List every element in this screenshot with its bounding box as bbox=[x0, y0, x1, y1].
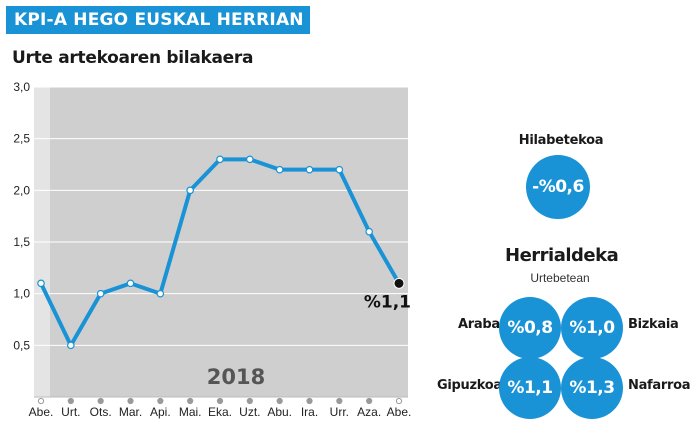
regions-subtitle: Urtebetean bbox=[530, 271, 590, 285]
y-tick-label: 1,0 bbox=[13, 287, 30, 301]
data-point-last bbox=[393, 277, 405, 289]
region-name-nafarroa: Nafarroa bbox=[628, 378, 691, 393]
data-point bbox=[156, 289, 165, 298]
x-tick-label: Aza. bbox=[357, 405, 381, 419]
x-tick-label: Uzt. bbox=[239, 405, 260, 419]
data-point bbox=[96, 289, 105, 298]
data-point bbox=[246, 155, 254, 164]
x-tick-label: Ots. bbox=[90, 405, 112, 419]
y-tick-label: 0,5 bbox=[13, 338, 30, 352]
x-tick-label: Api. bbox=[150, 405, 171, 419]
y-tick-label: 3,0 bbox=[13, 80, 30, 94]
x-tick-dot bbox=[216, 397, 224, 405]
x-tick-dot bbox=[246, 397, 253, 405]
data-point bbox=[67, 341, 75, 350]
banner-title: KPI-A HEGO EUSKAL HERRIAN bbox=[6, 6, 310, 34]
x-tick-label: Mar. bbox=[119, 405, 142, 419]
region-value-bizkaia: %1,0 bbox=[561, 297, 623, 359]
data-point bbox=[126, 279, 135, 288]
data-point bbox=[275, 165, 284, 174]
x-tick-label: Urt. bbox=[61, 405, 80, 419]
x-tick-label: Eka. bbox=[208, 405, 232, 419]
x-tick-dot bbox=[127, 397, 134, 405]
data-point bbox=[216, 155, 224, 164]
x-tick-dot bbox=[366, 397, 373, 405]
data-point bbox=[305, 165, 314, 174]
region-value-gipuzkoa: %1,1 bbox=[499, 357, 561, 419]
x-tick-label: Urr. bbox=[330, 405, 349, 419]
chart-title: Urte artekoaren bilakaera bbox=[12, 48, 254, 68]
data-point bbox=[365, 227, 373, 236]
data-point bbox=[186, 186, 194, 195]
end-value-label: %1,1 bbox=[364, 292, 411, 312]
x-tick-dot bbox=[187, 397, 194, 405]
x-tick-label: Ira. bbox=[301, 405, 318, 419]
region-name-bizkaia: Bizkaia bbox=[628, 317, 679, 332]
regions-title: Herrialdeka bbox=[505, 245, 619, 266]
region-value-araba: %0,8 bbox=[499, 297, 561, 359]
x-tick-dot bbox=[306, 397, 313, 405]
x-tick-dot bbox=[276, 397, 283, 405]
monthly-title: Hilabetekoa bbox=[518, 133, 604, 148]
x-tick-dot bbox=[37, 397, 45, 405]
x-tick-label: Abu. bbox=[267, 405, 292, 419]
x-tick-label: Abe. bbox=[387, 405, 412, 419]
region-name-araba: Araba bbox=[458, 317, 500, 332]
monthly-value-circle: -%0,6 bbox=[526, 155, 590, 219]
data-point bbox=[37, 279, 45, 288]
region-name-gipuzkoa: Gipuzkoa bbox=[437, 378, 502, 393]
y-tick-label: 2,5 bbox=[13, 132, 30, 146]
x-tick-dot bbox=[395, 397, 403, 405]
x-tick-label: Mai. bbox=[179, 405, 202, 419]
x-tick-dot bbox=[157, 397, 164, 405]
year-label: 2018 bbox=[207, 365, 265, 389]
y-tick-label: 1,5 bbox=[13, 235, 30, 249]
region-value-nafarroa: %1,3 bbox=[561, 357, 623, 419]
data-point bbox=[335, 165, 344, 174]
x-tick-dot bbox=[97, 397, 104, 405]
y-tick-label: 2,0 bbox=[13, 183, 30, 197]
x-tick-label: Abe. bbox=[29, 405, 54, 419]
x-tick-dot bbox=[67, 397, 74, 405]
x-tick-dot bbox=[336, 397, 343, 405]
